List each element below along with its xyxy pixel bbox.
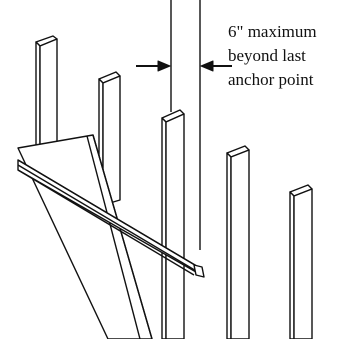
annotation-text: 6" maximum beyond last anchor point bbox=[228, 20, 351, 92]
baluster-post-2 bbox=[98, 71, 121, 206]
angled-panel bbox=[17, 134, 153, 339]
dimension-arrow-right bbox=[200, 60, 232, 72]
annotation-line-1: 6" maximum bbox=[228, 22, 317, 41]
dimension-arrow-left bbox=[136, 60, 171, 72]
baluster-post-3 bbox=[161, 109, 185, 339]
annotation-line-3: anchor point bbox=[228, 70, 314, 89]
rail-channel bbox=[17, 159, 205, 278]
baluster-post-5 bbox=[289, 184, 313, 339]
baluster-post-1 bbox=[35, 35, 58, 151]
baluster-post-4 bbox=[226, 145, 250, 339]
annotation-line-2: beyond last bbox=[228, 46, 306, 65]
dimension-guide-lines bbox=[170, 0, 201, 250]
